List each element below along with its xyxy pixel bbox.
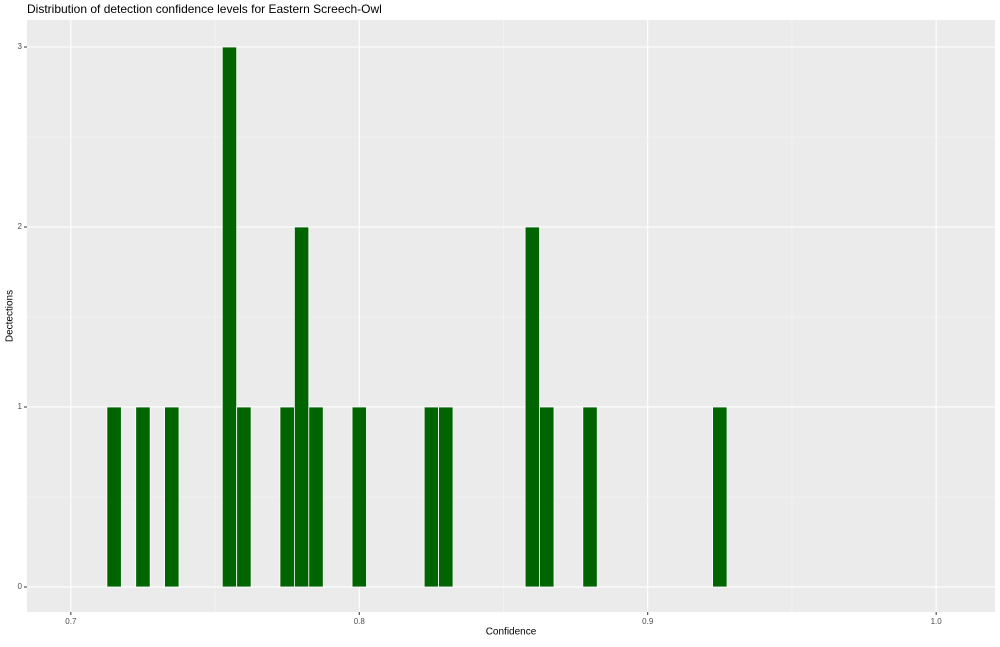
bar (236, 406, 252, 588)
bar (423, 406, 440, 588)
bar (164, 406, 180, 588)
bar (438, 406, 454, 588)
x-tick-label: 0.9 (642, 617, 654, 626)
y-tick-label: 3 (18, 42, 23, 51)
bar (221, 46, 238, 588)
bar (351, 406, 367, 588)
plot-panel (27, 20, 995, 612)
x-tick-label: 0.7 (65, 617, 77, 626)
x-axis-label: Confidence (486, 627, 537, 638)
bar (293, 226, 310, 588)
bar (106, 406, 122, 588)
y-axis-label: Dectections (5, 290, 16, 342)
bar (308, 406, 324, 588)
bar (582, 406, 598, 588)
bar (279, 406, 295, 588)
bar (524, 226, 540, 588)
x-tick-label: 0.8 (354, 617, 366, 626)
chart-title: Distribution of detection confidence lev… (27, 2, 382, 16)
y-tick-label: 1 (18, 402, 23, 411)
x-tick-label: 1.0 (931, 617, 943, 626)
bar (539, 406, 555, 588)
bar (135, 406, 151, 588)
bar (712, 406, 728, 588)
y-tick-label: 2 (18, 222, 23, 231)
y-tick-label: 0 (18, 582, 23, 591)
